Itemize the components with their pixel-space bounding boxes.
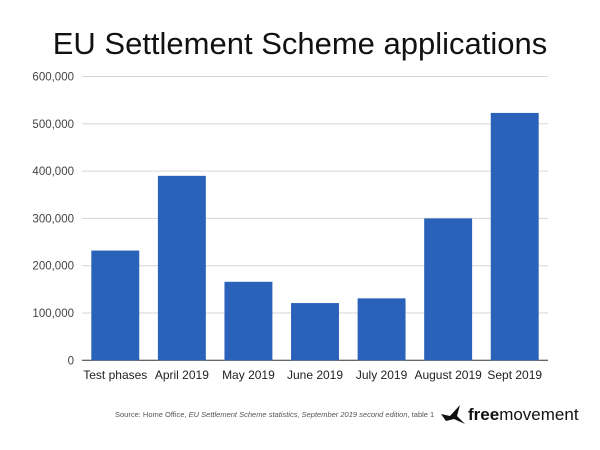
x-tick-label: August 2019 xyxy=(414,368,482,382)
source-prefix: Source: Home Office, xyxy=(115,410,189,419)
chart-title: EU Settlement Scheme applications xyxy=(52,26,548,61)
x-tick-label: Test phases xyxy=(83,368,147,382)
freemovement-logo: free movement xyxy=(440,404,579,426)
y-tick-label: 100,000 xyxy=(32,308,74,320)
bar xyxy=(490,112,539,361)
bar xyxy=(424,218,473,361)
bar xyxy=(357,298,406,361)
bar xyxy=(224,281,273,361)
x-tick-label: April 2019 xyxy=(155,368,209,382)
x-tick-label: Sept 2019 xyxy=(487,368,542,382)
y-tick-label: 200,000 xyxy=(32,261,74,273)
y-tick-label: 300,000 xyxy=(32,213,74,225)
bar xyxy=(157,175,206,361)
x-tick-label: July 2019 xyxy=(356,368,408,382)
bar xyxy=(291,303,339,361)
x-tick-label: June 2019 xyxy=(287,368,343,382)
bar xyxy=(91,250,140,361)
y-tick-label: 400,000 xyxy=(32,166,74,178)
logo-free: free xyxy=(468,405,500,424)
source-suffix: , table 1 xyxy=(407,410,435,419)
source-note: Source: Home Office, EU Settlement Schem… xyxy=(115,410,434,419)
bird-icon xyxy=(441,405,465,424)
y-tick-label: 500,000 xyxy=(32,119,74,131)
y-tick-label: 600,000 xyxy=(32,72,74,84)
source-title: EU Settlement Scheme statistics, Septemb… xyxy=(188,410,408,419)
logo-movement: movement xyxy=(499,405,579,424)
y-tick-label: 0 xyxy=(68,355,74,367)
x-tick-label: May 2019 xyxy=(222,368,275,382)
